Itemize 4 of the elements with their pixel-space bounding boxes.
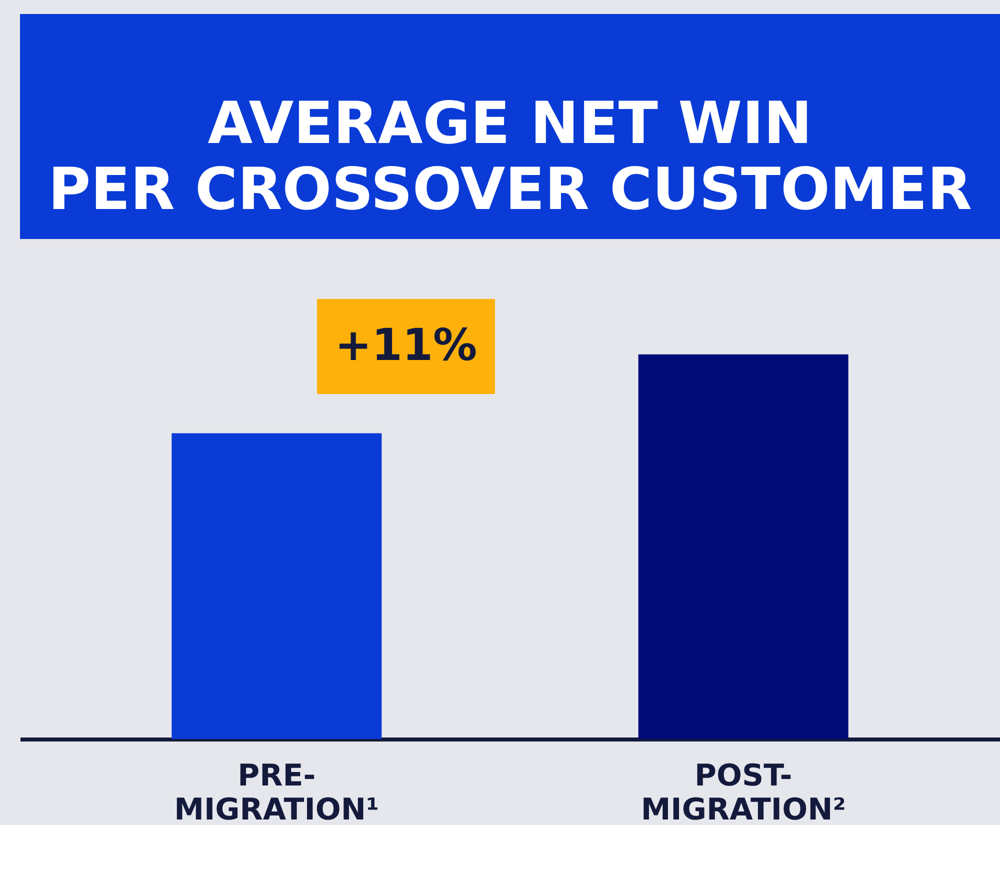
annotation: +11% [334, 320, 478, 371]
chart-title: AVERAGE NET WIN PER CROSSOVER CUSTOMER [48, 89, 972, 223]
x-tick-label: PRE- MIGRATION¹ [174, 758, 380, 828]
x-tick-label: POST- MIGRATION² [640, 758, 846, 828]
